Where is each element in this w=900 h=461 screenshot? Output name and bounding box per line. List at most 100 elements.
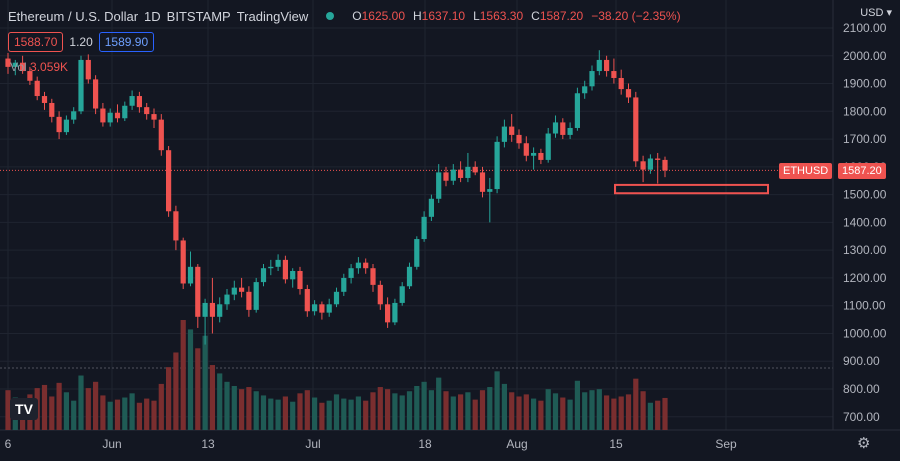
change-value: −38.20 (−2.35%) [591, 9, 681, 23]
candle-body [239, 287, 245, 292]
candle-body [187, 266, 194, 284]
price-tick-label: 2000.00 [843, 49, 887, 63]
volume-bar [611, 398, 617, 430]
candle-body [494, 141, 500, 190]
candle-body [450, 169, 456, 181]
candle-body [173, 211, 179, 241]
volume-bar [239, 389, 245, 430]
candle-body [27, 71, 33, 81]
ticker-badge: ETHUSD [779, 163, 833, 179]
candle-body [341, 277, 347, 292]
volume-bar [545, 389, 551, 430]
candle-body [209, 302, 215, 317]
candle-body [436, 172, 442, 199]
candle-body [290, 270, 296, 280]
volume-bar [370, 392, 376, 430]
currency-selector[interactable]: USD ▾ [860, 6, 892, 20]
low-value: 1563.30 [479, 9, 524, 23]
tradingview-logo[interactable]: TV [10, 398, 38, 420]
volume-bar [633, 378, 639, 430]
ohlc-values: O1625.00 H1637.10 L1563.30 C1587.20 −38.… [352, 9, 681, 23]
volume-bar [450, 396, 456, 430]
volume-bar [385, 389, 391, 430]
candle-body [589, 71, 595, 87]
volume-bar [202, 335, 208, 430]
volume-bar [253, 391, 259, 430]
candle-body [217, 304, 223, 317]
volume-bar [56, 382, 62, 430]
volume-bar [290, 401, 296, 430]
volume-bar [173, 352, 179, 430]
candle-body [107, 112, 113, 123]
volume-bar [501, 383, 507, 430]
volume-bar [333, 394, 340, 430]
volume-bar [596, 389, 602, 430]
market-status-icon [326, 12, 335, 20]
high-value: 1637.10 [421, 9, 466, 23]
candle-body [655, 158, 661, 160]
price-tick-label: 800.00 [843, 382, 880, 396]
candle-body [406, 266, 413, 287]
candle-body [231, 287, 237, 295]
quote-row: 1588.70 1.20 1589.90 [8, 32, 155, 52]
candle-body [158, 119, 164, 151]
volume-legend: Vol 3.059K [10, 60, 68, 74]
open-value: 1625.00 [361, 9, 405, 23]
candle-body [414, 239, 420, 267]
candle-body [611, 71, 617, 78]
candle-body [180, 240, 186, 284]
volume-bar [78, 375, 84, 430]
volume-bar [560, 397, 566, 430]
time-tick-label: 18 [418, 437, 432, 451]
buy-price-button[interactable]: 1589.90 [98, 32, 155, 52]
volume-bar [187, 329, 194, 430]
volume-bar [129, 393, 135, 430]
volume-bar [158, 383, 164, 430]
time-tick-label: Jun [102, 437, 121, 451]
interval-label[interactable]: 1D [144, 8, 161, 24]
candle-body [275, 259, 281, 267]
volume-bar [63, 392, 69, 430]
volume-bar [348, 399, 354, 430]
volume-bar [49, 396, 55, 430]
candle-body [41, 96, 48, 103]
candle-body [618, 77, 624, 90]
volume-bar [246, 387, 252, 430]
candle-body [260, 268, 267, 283]
candle-body [501, 126, 507, 142]
volume-bar [494, 371, 500, 430]
volume-bar [662, 397, 668, 430]
volume-bar [282, 396, 288, 430]
volume-bar [625, 394, 632, 430]
candle-body [304, 289, 310, 312]
time-tick-label: 6 [5, 437, 12, 451]
source-label: TradingView [236, 8, 309, 24]
candle-body [531, 152, 537, 156]
candle-body [144, 107, 150, 115]
last-price-badge: 1587.20 [838, 163, 886, 179]
volume-bar [5, 390, 11, 430]
chart-header: Ethereum / U.S. Dollar 1D BITSTAMP Tradi… [8, 6, 681, 26]
volume-bar [479, 390, 486, 430]
candle-body [355, 262, 361, 269]
volume-value: 3.059K [30, 60, 69, 74]
candle-body [56, 116, 62, 133]
volume-bar [589, 390, 595, 430]
volume-bar [552, 393, 559, 430]
candle-body [458, 169, 464, 178]
price-tick-label: 700.00 [843, 410, 880, 424]
volume-bar [421, 381, 427, 430]
candle-body [428, 198, 434, 217]
candle-body [399, 286, 405, 303]
candle-body [136, 96, 142, 108]
volume-bar [151, 400, 157, 430]
symbol-name[interactable]: Ethereum / U.S. Dollar [8, 8, 139, 24]
candle-body [85, 59, 91, 80]
gear-icon[interactable]: ⚙ [857, 435, 871, 452]
candle-body [560, 122, 566, 135]
volume-bar [604, 395, 610, 430]
sell-price-button[interactable]: 1588.70 [8, 32, 64, 52]
candle-body [385, 304, 391, 323]
